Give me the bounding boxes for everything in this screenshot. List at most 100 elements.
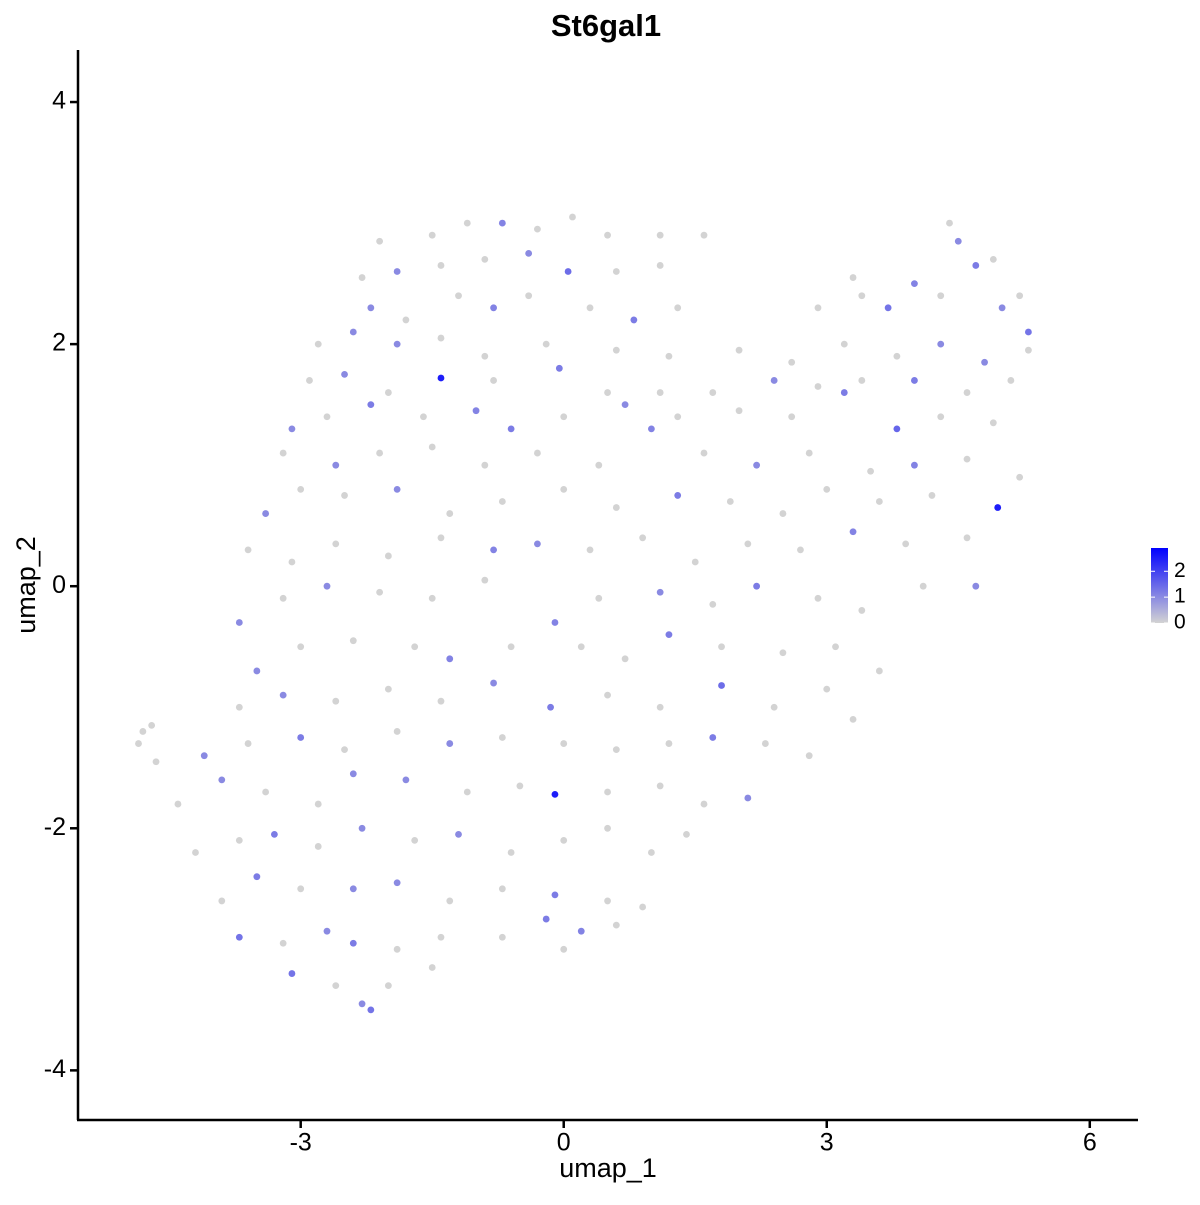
point [709,734,717,741]
point [314,843,322,850]
point [297,885,305,893]
point [700,231,708,239]
chart-title: St6gal1 [551,8,661,43]
y-axis-title: umap_2 [11,536,41,634]
point [656,703,664,711]
point [911,461,918,469]
point [534,540,541,548]
point [674,304,682,312]
point [867,467,874,475]
point [683,830,690,838]
point [604,231,611,239]
point [279,939,287,947]
point [349,328,357,336]
point [998,304,1006,312]
point [560,836,568,844]
point [314,340,322,348]
point [507,643,515,651]
point [358,1000,366,1008]
y-tick-label: -2 [44,813,66,841]
colorbar [1151,548,1168,623]
point [393,340,401,348]
point [306,377,313,384]
point [498,219,506,227]
point [332,697,340,705]
point [279,594,287,602]
point [560,413,568,421]
point [323,413,331,421]
point [647,849,655,856]
point [691,558,699,566]
y-tick-label: 0 [52,571,66,599]
point [218,897,226,905]
point [428,594,436,602]
point [235,933,243,941]
point [849,528,857,536]
point [446,510,454,517]
point [490,546,497,554]
point [656,588,664,596]
point [858,377,866,384]
point [446,897,454,905]
point [858,607,866,614]
point [753,582,761,590]
point [428,964,436,971]
point [152,758,160,766]
point [139,728,147,735]
point [534,225,541,233]
point [341,370,348,378]
x-tick-label: 0 [557,1129,571,1157]
point [402,776,410,784]
point [547,703,554,711]
point [551,619,559,626]
point [665,352,673,360]
point [797,546,804,554]
point [761,740,769,747]
point [823,485,831,493]
point [788,413,796,421]
point [349,885,357,893]
point [148,722,156,729]
point [569,213,576,221]
point [604,788,611,796]
point [437,374,445,382]
point [279,691,287,699]
point [779,510,787,517]
point [788,358,796,366]
point [481,352,489,360]
point [393,268,401,275]
point [384,552,392,560]
colorbar-tick-label: 2 [1174,559,1186,582]
point [770,377,778,384]
point [832,643,839,651]
point [235,836,243,844]
point [586,304,594,312]
point [586,546,594,554]
point [332,461,340,469]
point [551,791,559,798]
point [875,667,883,675]
point [858,292,866,300]
point [735,407,743,415]
point [612,346,620,354]
colorbar-tick-label: 0 [1174,611,1186,634]
point [911,280,918,288]
point [665,740,673,747]
point [490,377,497,384]
point [1016,292,1024,300]
point [718,643,725,651]
point [612,504,620,511]
point [332,982,340,990]
point [963,389,971,396]
point [639,534,647,542]
point [358,274,366,281]
point [244,546,252,554]
point [288,970,296,977]
point [384,982,392,990]
point [455,830,462,838]
point [376,237,384,245]
point [963,455,971,463]
point [393,728,401,735]
